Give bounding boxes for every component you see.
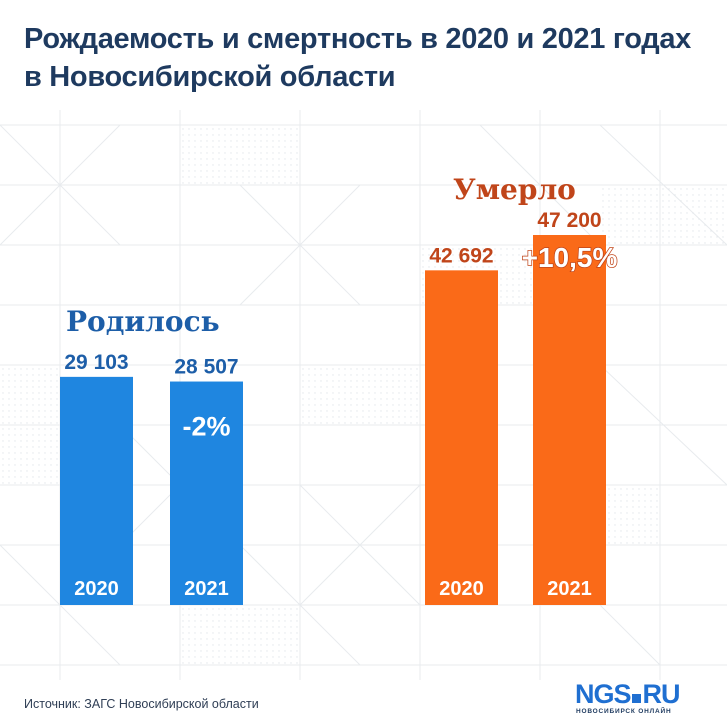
group-label-0: Родилось	[66, 305, 220, 338]
value-label-0-0: 29 103	[64, 351, 128, 374]
bar-1-0	[425, 270, 498, 605]
value-label-1-1: 47 200	[537, 209, 601, 232]
year-label-0-1: 2021	[184, 578, 229, 600]
year-label-1-0: 2020	[439, 578, 484, 600]
bar-1-1	[533, 235, 606, 605]
logo-suffix: RU	[642, 679, 681, 709]
group-label-1: Умерло	[453, 173, 576, 206]
chart-title-line2: в Новосибирской области	[24, 61, 396, 93]
value-label-1-0: 42 692	[429, 244, 493, 267]
year-label-0-0: 2020	[74, 578, 119, 600]
change-label-0: -2%	[182, 412, 230, 442]
ngs-logo[interactable]: NGS RU	[575, 679, 681, 709]
chart-title: Рождаемость и смертность в 2020 и 2021 г…	[24, 20, 691, 96]
chart-title-line1: Рождаемость и смертность в 2020 и 2021 г…	[24, 23, 692, 55]
change-label-1: +10,5%	[522, 242, 618, 273]
year-label-1-1: 2021	[547, 578, 592, 600]
value-label-0-1: 28 507	[174, 356, 238, 379]
logo-dot-icon	[631, 694, 641, 703]
bar-0-0	[60, 376, 133, 605]
logo-text: NGS	[575, 679, 632, 709]
bar-0-1	[170, 381, 243, 605]
source-note: Источник: ЗАГС Новосибирской области	[24, 697, 259, 711]
logo-subtitle: НОВОСИБИРСК ОНЛАЙН	[576, 708, 672, 715]
